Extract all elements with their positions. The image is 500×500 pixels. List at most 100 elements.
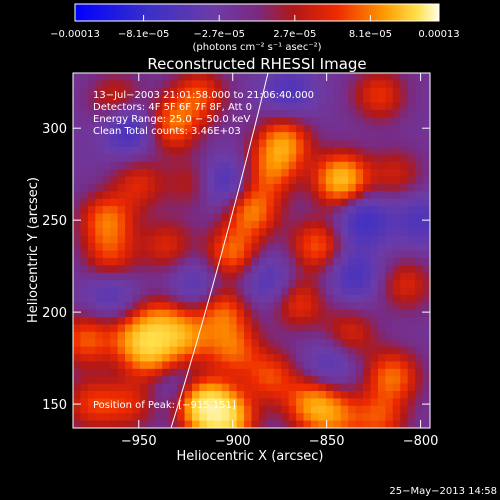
heatmap-cell: [139, 80, 148, 89]
heatmap-cell: [221, 420, 230, 429]
heatmap-cell: [318, 146, 327, 155]
heatmap-cell: [370, 250, 379, 259]
heatmap-cell: [325, 405, 334, 414]
heatmap-cell: [296, 80, 305, 89]
heatmap-cell: [229, 102, 238, 111]
heatmap-cell: [169, 213, 178, 222]
heatmap-cell: [139, 368, 148, 377]
heatmap-cell: [244, 257, 253, 266]
heatmap-cell: [385, 117, 394, 126]
heatmap-cell: [110, 109, 119, 118]
heatmap-cell: [392, 109, 401, 118]
heatmap-cell: [385, 132, 394, 141]
heatmap-cell: [385, 198, 394, 207]
heatmap-cell: [407, 302, 416, 311]
heatmap-cell: [177, 317, 186, 326]
heatmap-cell: [415, 280, 424, 289]
heatmap-cell: [162, 257, 171, 266]
heatmap-cell: [147, 302, 156, 311]
heatmap-cell: [102, 361, 111, 370]
heatmap-cell: [258, 331, 267, 340]
heatmap-cell: [377, 213, 386, 222]
heatmap-cell: [392, 280, 401, 289]
heatmap-cell: [363, 139, 372, 148]
heatmap-cell: [117, 361, 126, 370]
heatmap-cell: [214, 161, 223, 170]
heatmap-cell: [422, 183, 431, 192]
heatmap-cell: [73, 139, 82, 148]
heatmap-cell: [154, 405, 163, 414]
heatmap-cell: [162, 413, 171, 422]
heatmap-cell: [407, 405, 416, 414]
heatmap-cell: [266, 346, 275, 355]
heatmap-cell: [400, 132, 409, 141]
heatmap-cell: [110, 368, 119, 377]
heatmap-cell: [258, 272, 267, 281]
heatmap-cell: [288, 124, 297, 133]
heatmap-cell: [117, 294, 126, 303]
heatmap-cell: [348, 257, 357, 266]
heatmap-cell: [251, 80, 260, 89]
heatmap-cell: [102, 309, 111, 318]
heatmap-cell: [221, 102, 230, 111]
heatmap-cell: [192, 413, 201, 422]
heatmap-cell: [73, 280, 82, 289]
heatmap-cell: [117, 228, 126, 237]
heatmap-cell: [139, 73, 148, 81]
heatmap-cell: [206, 220, 215, 229]
heatmap-cell: [80, 161, 89, 170]
heatmap-cell: [273, 124, 282, 133]
heatmap-cell: [236, 324, 245, 333]
heatmap-cell: [273, 346, 282, 355]
heatmap-cell: [385, 346, 394, 355]
heatmap-cell: [318, 183, 327, 192]
heatmap-cell: [206, 213, 215, 222]
heatmap-cell: [415, 265, 424, 274]
heatmap-cell: [415, 95, 424, 104]
heatmap-cell: [221, 176, 230, 185]
heatmap-cell: [258, 183, 267, 192]
heatmap-cell: [95, 117, 104, 126]
heatmap-cell: [199, 346, 208, 355]
heatmap-cell: [214, 376, 223, 385]
heatmap-cell: [258, 73, 267, 81]
heatmap-cell: [236, 420, 245, 429]
heatmap-cell: [348, 80, 357, 89]
heatmap-cell: [318, 198, 327, 207]
heatmap-cell: [221, 250, 230, 259]
heatmap-cell: [80, 257, 89, 266]
heatmap-cell: [303, 361, 312, 370]
heatmap-cell: [273, 213, 282, 222]
heatmap-cell: [80, 132, 89, 141]
colorbar-tick-label: −8.1e−05: [118, 29, 170, 40]
heatmap-cell: [236, 124, 245, 133]
heatmap-cell: [392, 398, 401, 407]
heatmap-cell: [206, 73, 215, 81]
heatmap-cell: [311, 398, 320, 407]
heatmap-cell: [422, 346, 431, 355]
heatmap-cell: [355, 117, 364, 126]
heatmap-cell: [273, 383, 282, 392]
heatmap-cell: [303, 95, 312, 104]
heatmap-cell: [102, 294, 111, 303]
heatmap-cell: [385, 161, 394, 170]
heatmap-cell: [95, 206, 104, 215]
heatmap-cell: [296, 243, 305, 252]
heatmap-cell: [355, 317, 364, 326]
heatmap-cell: [199, 265, 208, 274]
heatmap-cell: [139, 139, 148, 148]
heatmap-cell: [266, 243, 275, 252]
heatmap-cell: [206, 80, 215, 89]
heatmap-cell: [154, 272, 163, 281]
heatmap-cell: [348, 161, 357, 170]
heatmap-cell: [102, 413, 111, 422]
heatmap-cell: [132, 183, 141, 192]
heatmap-cell: [125, 109, 134, 118]
heatmap-cell: [162, 368, 171, 377]
heatmap-cell: [199, 191, 208, 200]
heatmap-cell: [221, 109, 230, 118]
heatmap-cell: [125, 250, 134, 259]
heatmap-cell: [363, 257, 372, 266]
heatmap-cell: [206, 391, 215, 400]
heatmap-cell: [169, 420, 178, 429]
